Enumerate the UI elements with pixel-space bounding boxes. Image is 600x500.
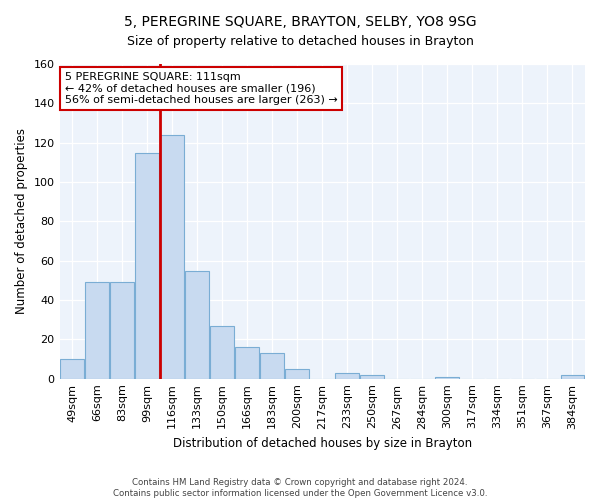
Bar [60, 359, 84, 378]
Text: Size of property relative to detached houses in Brayton: Size of property relative to detached ho… [127, 35, 473, 48]
Bar [135, 152, 159, 378]
Bar [110, 282, 134, 378]
Bar [85, 282, 109, 378]
Bar [160, 135, 184, 378]
Bar [185, 270, 209, 378]
Bar [235, 347, 259, 378]
Bar [361, 374, 384, 378]
X-axis label: Distribution of detached houses by size in Brayton: Distribution of detached houses by size … [173, 437, 472, 450]
Text: 5, PEREGRINE SQUARE, BRAYTON, SELBY, YO8 9SG: 5, PEREGRINE SQUARE, BRAYTON, SELBY, YO8… [124, 15, 476, 29]
Text: 5 PEREGRINE SQUARE: 111sqm
← 42% of detached houses are smaller (196)
56% of sem: 5 PEREGRINE SQUARE: 111sqm ← 42% of deta… [65, 72, 338, 105]
Bar [260, 353, 284, 378]
Bar [286, 369, 309, 378]
Bar [210, 326, 234, 378]
Bar [436, 376, 459, 378]
Bar [335, 373, 359, 378]
Bar [560, 374, 584, 378]
Text: Contains HM Land Registry data © Crown copyright and database right 2024.
Contai: Contains HM Land Registry data © Crown c… [113, 478, 487, 498]
Y-axis label: Number of detached properties: Number of detached properties [15, 128, 28, 314]
